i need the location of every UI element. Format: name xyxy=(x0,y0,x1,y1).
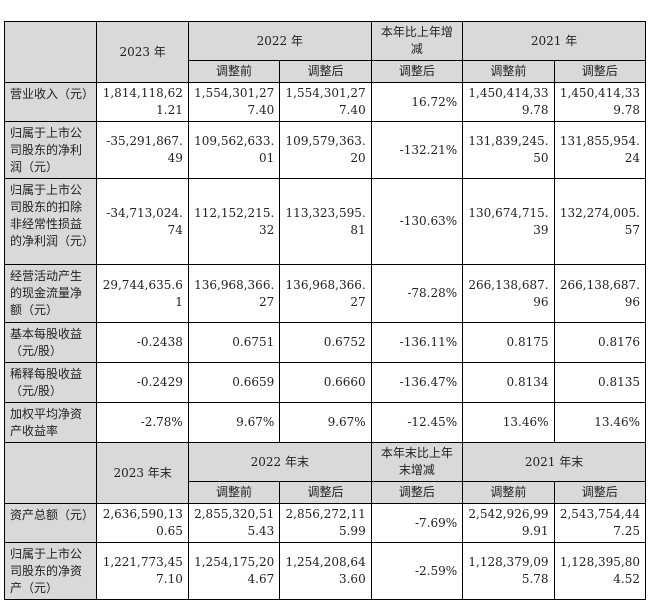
cell-2021-before: 1,450,414,339.78 xyxy=(462,82,555,122)
cell-2021-before: 0.8134 xyxy=(462,362,555,403)
row-label: 稀释每股收益（元/股） xyxy=(3,362,98,403)
cell-change: -2.59% xyxy=(370,542,464,600)
header2-2022-before: 调整前 xyxy=(187,481,281,504)
cell-2022-before: 0.6751 xyxy=(187,322,281,363)
header-2022-before: 调整前 xyxy=(187,60,281,83)
cell-2022-before: 1,554,301,277.40 xyxy=(187,82,281,122)
cell-change: -136.47% xyxy=(370,362,464,403)
cell-change: -78.28% xyxy=(370,264,464,323)
cell-2021-after: 1,128,395,804.52 xyxy=(553,542,647,600)
cell-change: -12.45% xyxy=(370,402,464,443)
cell-2021-after: 13.46% xyxy=(553,402,647,443)
header2-2023: 2023 年末 xyxy=(96,442,189,504)
cell-2021-before: 0.8175 xyxy=(462,322,555,363)
cell-2021-after: 2,543,754,447.25 xyxy=(553,503,647,543)
cell-2023: -0.2429 xyxy=(96,362,189,403)
cell-2022-before: 109,562,633.01 xyxy=(187,121,281,179)
header-change-after: 调整后 xyxy=(370,60,464,83)
cell-2021-before: 2,542,926,999.91 xyxy=(462,503,555,543)
row-label: 归属于上市公司股东的扣除非经常性损益的净利润（元） xyxy=(3,178,98,265)
cell-2022-after: 109,579,363.20 xyxy=(279,121,372,179)
header-2021-before: 调整前 xyxy=(462,60,555,83)
row-label: 基本每股收益（元/股） xyxy=(3,322,98,363)
financial-data-table: 2023 年 2022 年 本年比上年增减 2021 年 调整前 调整后 调整后… xyxy=(3,21,647,600)
cell-2023: -2.78% xyxy=(96,402,189,443)
row-label: 归属于上市公司股东的净利润（元） xyxy=(3,121,98,179)
cell-2021-after: 131,855,954.24 xyxy=(553,121,647,179)
cell-2023: 1,814,118,621.21 xyxy=(96,82,189,122)
cell-change: -136.11% xyxy=(370,322,464,363)
table-row: 资产总额（元） 2,636,590,130.65 2,855,320,515.4… xyxy=(3,503,647,543)
cell-2022-before: 9.67% xyxy=(187,402,281,443)
cell-2022-after: 113,323,595.81 xyxy=(279,178,372,265)
cell-change: -7.69% xyxy=(370,503,464,543)
header-2021: 2021 年 xyxy=(462,21,646,61)
cell-2022-before: 0.6659 xyxy=(187,362,281,403)
cell-change: -130.63% xyxy=(370,178,464,265)
cell-2022-after: 1,554,301,277.40 xyxy=(279,82,372,122)
table-row: 归属于上市公司股东的扣除非经常性损益的净利润（元） -34,713,024.74… xyxy=(3,178,647,265)
table-row: 营业收入（元） 1,814,118,621.21 1,554,301,277.4… xyxy=(3,82,647,122)
table-row: 加权平均净资产收益率 -2.78% 9.67% 9.67% -12.45% 13… xyxy=(3,402,647,443)
header-2023: 2023 年 xyxy=(96,21,189,83)
row-label: 加权平均净资产收益率 xyxy=(3,402,98,443)
cell-2022-before: 112,152,215.32 xyxy=(187,178,281,265)
cell-2021-after: 266,138,687.96 xyxy=(553,264,647,323)
cell-2021-before: 13.46% xyxy=(462,402,555,443)
header-change: 本年比上年增减 xyxy=(370,21,464,61)
cell-2022-after: 9.67% xyxy=(279,402,372,443)
cell-2022-after: 0.6752 xyxy=(279,322,372,363)
cell-2023: -34,713,024.74 xyxy=(96,178,189,265)
table-row: 基本每股收益（元/股） -0.2438 0.6751 0.6752 -136.1… xyxy=(3,322,647,363)
cell-2023: 1,221,773,457.10 xyxy=(96,542,189,600)
cell-2022-after: 2,856,272,115.99 xyxy=(279,503,372,543)
row-label: 经营活动产生的现金流量净额（元） xyxy=(3,264,98,323)
table-row: 归属于上市公司股东的净利润（元） -35,291,867.49 109,562,… xyxy=(3,121,647,179)
cell-2021-after: 0.8135 xyxy=(553,362,647,403)
table-row: 经营活动产生的现金流量净额（元） 29,744,635.61 136,968,3… xyxy=(3,264,647,323)
cell-2023: 29,744,635.61 xyxy=(96,264,189,323)
header-2022-after: 调整后 xyxy=(279,60,372,83)
header2-2022: 2022 年末 xyxy=(187,442,372,482)
cell-2021-after: 1,450,414,339.78 xyxy=(553,82,647,122)
header2-empty xyxy=(3,442,98,504)
cell-2021-after: 0.8176 xyxy=(553,322,647,363)
cell-2021-before: 131,839,245.50 xyxy=(462,121,555,179)
header-empty xyxy=(3,21,98,83)
header2-change-after: 调整后 xyxy=(370,481,464,504)
row-label: 资产总额（元） xyxy=(3,503,98,543)
cell-2023: -35,291,867.49 xyxy=(96,121,189,179)
cell-2022-before: 2,855,320,515.43 xyxy=(187,503,281,543)
cell-2021-before: 266,138,687.96 xyxy=(462,264,555,323)
cell-2021-before: 130,674,715.39 xyxy=(462,178,555,265)
header2-2021: 2021 年末 xyxy=(462,442,646,482)
cell-2022-after: 1,254,208,643.60 xyxy=(279,542,372,600)
row-label: 营业收入（元） xyxy=(3,82,98,122)
cell-2022-after: 0.6660 xyxy=(279,362,372,403)
cell-2022-before: 1,254,175,204.67 xyxy=(187,542,281,600)
header2-2021-before: 调整前 xyxy=(462,481,555,504)
table-row: 归属于上市公司股东的净资产（元） 1,221,773,457.10 1,254,… xyxy=(3,542,647,600)
row-label: 归属于上市公司股东的净资产（元） xyxy=(3,542,98,600)
cell-change: 16.72% xyxy=(370,82,464,122)
header2-2021-after: 调整后 xyxy=(553,481,647,504)
cell-2023: 2,636,590,130.65 xyxy=(96,503,189,543)
cell-2021-after: 132,274,005.57 xyxy=(553,178,647,265)
cell-change: -132.21% xyxy=(370,121,464,179)
header2-change: 本年末比上年末增减 xyxy=(370,442,464,482)
cell-2021-before: 1,128,379,095.78 xyxy=(462,542,555,600)
cell-2022-after: 136,968,366.27 xyxy=(279,264,372,323)
header-2021-after: 调整后 xyxy=(553,60,647,83)
table-row: 稀释每股收益（元/股） -0.2429 0.6659 0.6660 -136.4… xyxy=(3,362,647,403)
header2-2022-after: 调整后 xyxy=(279,481,372,504)
header-2022: 2022 年 xyxy=(187,21,372,61)
cell-2023: -0.2438 xyxy=(96,322,189,363)
cell-2022-before: 136,968,366.27 xyxy=(187,264,281,323)
